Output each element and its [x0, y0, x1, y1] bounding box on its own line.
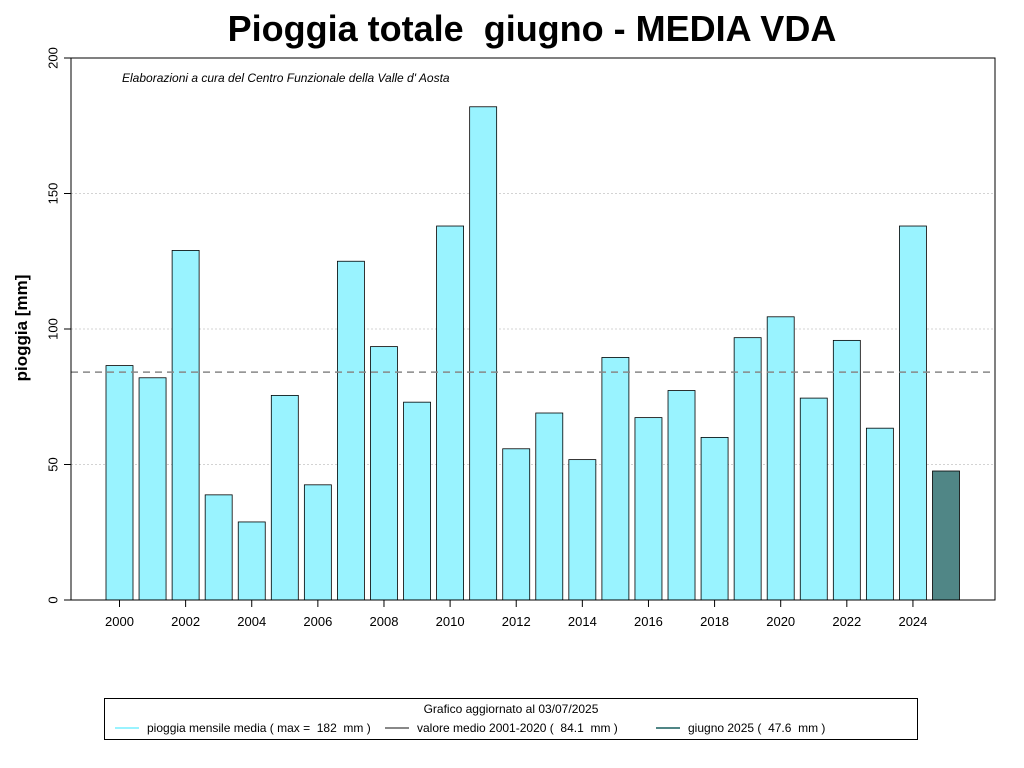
- bar-2012: [502, 448, 531, 601]
- bar-2011: [469, 106, 498, 601]
- x-tick-label: 2010: [436, 614, 465, 629]
- bar-2021: [799, 397, 828, 601]
- bar-2023: [865, 427, 894, 601]
- legend-item-current-month: giugno 2025 ( 47.6 mm ): [656, 721, 825, 735]
- legend-swatch-mean-value: [385, 727, 409, 729]
- x-tick-label: 2022: [832, 614, 861, 629]
- bar-2002: [171, 250, 200, 601]
- bars: [105, 106, 960, 601]
- axes: 0 50 100 150 200 2000 2002 2004 2006 2008 2010 2012…: [45, 47, 996, 629]
- bar-2014: [568, 459, 597, 601]
- legend-item-mean-value: valore medio 2001-2020 ( 84.1 mm ): [385, 721, 618, 735]
- bar-2013: [535, 412, 564, 601]
- bar-2003: [204, 494, 233, 601]
- bar-2015: [601, 357, 630, 601]
- bar-2022: [832, 339, 861, 601]
- x-tick-label: 2020: [766, 614, 795, 629]
- bar-2019: [733, 337, 762, 601]
- x-tick-label: 2002: [171, 614, 200, 629]
- y-tick-label: 150: [45, 183, 60, 205]
- y-tick-label: 100: [45, 318, 60, 340]
- x-tick-label: 2006: [303, 614, 332, 629]
- bar-2010: [436, 225, 465, 601]
- bar-2005: [270, 394, 299, 601]
- x-tick-label: 2008: [370, 614, 399, 629]
- bar-2025: [932, 470, 960, 601]
- bar-2024: [899, 225, 927, 601]
- bar-2000: [105, 365, 134, 601]
- legend-label: pioggia mensile media ( max = 182 mm ): [147, 721, 371, 735]
- x-tick-label: 2018: [700, 614, 729, 629]
- chart-title: Pioggia totale giugno - MEDIA VDA: [227, 8, 837, 49]
- legend-label: giugno 2025 ( 47.6 mm ): [688, 721, 826, 735]
- x-tick-label: 2016: [634, 614, 663, 629]
- x-tick-label: 2000: [105, 614, 134, 629]
- bar-2017: [667, 390, 696, 601]
- bar-2001: [138, 377, 167, 601]
- bar-2008: [370, 346, 398, 601]
- legend-swatch-current-month: [656, 727, 680, 729]
- legend-swatch-monthly-rain: [115, 727, 139, 729]
- bar-2016: [634, 417, 663, 601]
- legend: Grafico aggiornato al 03/07/2025 pioggia…: [104, 698, 918, 740]
- legend-title: Grafico aggiornato al 03/07/2025: [423, 702, 599, 716]
- legend-item-monthly-rain: pioggia mensile media ( max = 182 mm ): [115, 721, 371, 735]
- y-tick-label: 200: [45, 47, 60, 69]
- bar-2004: [237, 521, 266, 601]
- x-tick-label: 2012: [502, 614, 531, 629]
- y-tick-label: 0: [45, 596, 60, 603]
- bar-2018: [700, 436, 729, 601]
- bar-2009: [403, 401, 431, 601]
- bar-2006: [303, 484, 332, 601]
- legend-label: valore medio 2001-2020 ( 84.1 mm ): [417, 721, 618, 735]
- bar-2007: [337, 260, 365, 601]
- x-tick-label: 2014: [568, 614, 597, 629]
- y-tick-label: 50: [45, 457, 60, 471]
- x-tick-label: 2004: [237, 614, 266, 629]
- x-tick-label: 2024: [898, 614, 927, 629]
- bar-2020: [766, 316, 795, 601]
- chart-subtitle: Elaborazioni a cura del Centro Funzional…: [122, 71, 450, 85]
